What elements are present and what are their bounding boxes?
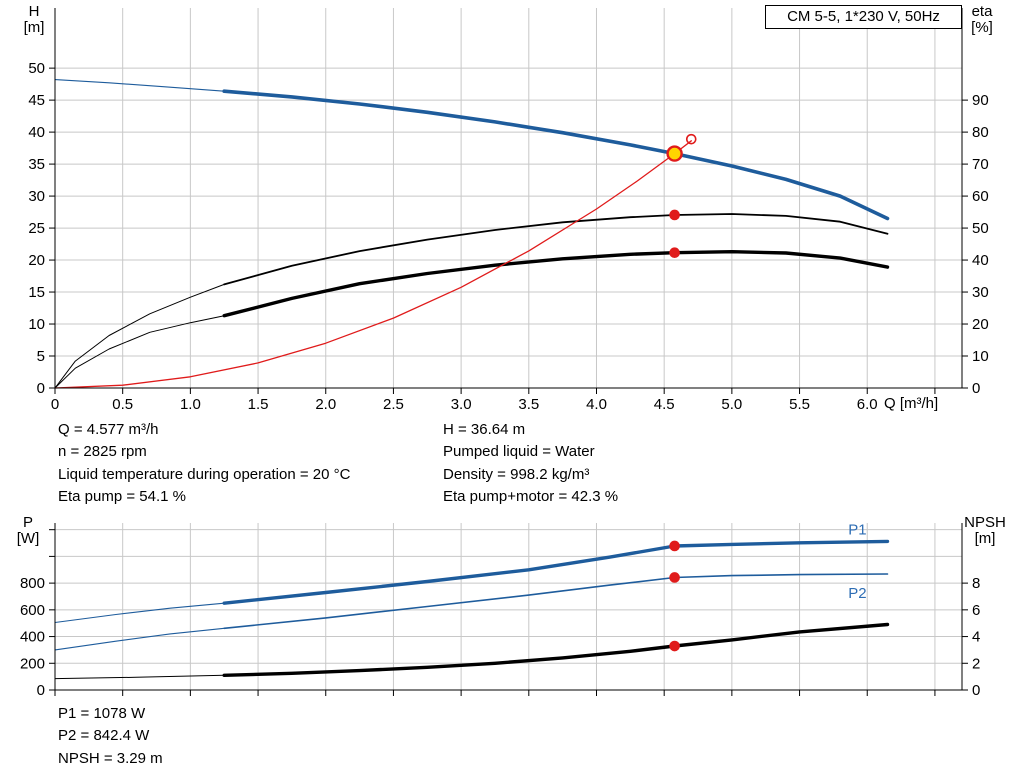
y-left-tick-label: 0 xyxy=(37,380,45,397)
duty-point[interactable] xyxy=(666,145,683,162)
y-left-tick-label: 35 xyxy=(28,156,45,173)
y-right-tick-label: 8 xyxy=(972,575,980,592)
y-left-tick-label: 10 xyxy=(28,316,45,333)
y-left-tick-label: 40 xyxy=(28,124,45,141)
y-left-tick-label: 400 xyxy=(20,629,45,646)
tick-labels: 0 5 10 15 20 25 30 35 40 45 50 0 10 20 30 40 50 60 70 80 90 0… xyxy=(28,60,988,413)
eta-pump-curve-lead xyxy=(54,283,225,389)
y-right-tick-label: 20 xyxy=(972,316,989,333)
requested-point xyxy=(685,133,697,145)
y-left-tick-label: 20 xyxy=(28,252,45,269)
npsh-axis-label: NPSH [m] xyxy=(964,514,1006,547)
p1-curve-label: P1 xyxy=(848,521,866,538)
y-left-tick-label: 5 xyxy=(37,348,45,365)
y-right-tick-label: 30 xyxy=(972,284,989,301)
eta-axis-label: eta [%] xyxy=(971,3,993,36)
y-left-tick-label: 15 xyxy=(28,284,45,301)
npsh-curve-lead xyxy=(54,674,225,680)
axes xyxy=(49,8,968,394)
y-left-tick-label: 200 xyxy=(20,655,45,672)
h-axis-label: H [m] xyxy=(23,3,45,36)
p1-curve xyxy=(222,539,890,605)
x-tick-label: 4.0 xyxy=(586,396,607,413)
eta-pump-motor-point xyxy=(669,247,680,258)
q-axis-label: Q [m³/h] xyxy=(884,395,939,412)
y-left-tick-label: 25 xyxy=(28,220,45,237)
pump-curve xyxy=(222,89,890,221)
p2-curve-label: P2 xyxy=(848,585,866,602)
p2-curve-lead xyxy=(54,627,225,651)
x-tick-label: 3.5 xyxy=(518,396,539,413)
y-right-tick-label: 6 xyxy=(972,602,980,619)
x-tick-label: 5.5 xyxy=(789,396,810,413)
gridlines xyxy=(55,8,962,388)
x-tick-label: 5.0 xyxy=(721,396,742,413)
y-right-tick-label: 90 xyxy=(972,92,989,109)
operating-data-left: Q = 4.577 m³/h n = 2825 rpm Liquid tempe… xyxy=(58,421,351,506)
y-right-tick-label: 80 xyxy=(972,124,989,141)
p1-curve-lead xyxy=(54,602,225,624)
y-right-tick-label: 0 xyxy=(972,380,980,397)
y-left-tick-label: 45 xyxy=(28,92,45,109)
pump-model-box: CM 5-5, 1*230 V, 50Hz xyxy=(765,5,962,29)
system-curve xyxy=(54,140,692,389)
y-right-tick-label: 50 xyxy=(972,220,989,237)
y-right-tick-label: 2 xyxy=(972,655,980,672)
y-right-tick-label: 40 xyxy=(972,252,989,269)
eta-pump-point xyxy=(669,209,680,221)
tick-labels: 0 200 400 600 800 0 2 4 6 8 xyxy=(20,575,980,699)
x-tick-label: 3.0 xyxy=(451,396,472,413)
power-npsh-data: P1 = 1078 W P2 = 842.4 W NPSH = 3.29 m xyxy=(58,705,163,767)
x-tick-label: 2.0 xyxy=(315,396,336,413)
y-left-tick-label: 30 xyxy=(28,188,45,205)
y-right-tick-label: 60 xyxy=(972,188,989,205)
p2-curve xyxy=(223,573,889,630)
eta-pump-curve xyxy=(223,213,889,286)
x-tick-label: 1.0 xyxy=(180,396,201,413)
y-left-tick-label: 800 xyxy=(20,575,45,592)
x-tick-label: 0.5 xyxy=(112,396,133,413)
x-tick-label: 1.5 xyxy=(248,396,269,413)
y-left-tick-label: 600 xyxy=(20,602,45,619)
p2-point xyxy=(669,572,680,583)
y-left-tick-label: 0 xyxy=(37,682,45,699)
y-right-tick-label: 4 xyxy=(972,629,980,646)
npsh-curve xyxy=(222,622,890,677)
p1-point xyxy=(669,540,680,552)
p-axis-label: P [W] xyxy=(16,514,40,547)
x-tick-label: 0 xyxy=(51,396,59,413)
y-right-tick-label: 10 xyxy=(972,348,989,365)
axes xyxy=(49,523,968,696)
y-left-tick-label: 50 xyxy=(28,60,45,77)
x-tick-label: 6.0 xyxy=(857,396,878,413)
eta-pump-motor-curve-lead xyxy=(54,315,225,389)
x-tick-label: 4.5 xyxy=(654,396,675,413)
x-tick-label: 2.5 xyxy=(383,396,404,413)
pump-curve-lead xyxy=(54,79,225,92)
operating-data-right: H = 36.64 m Pumped liquid = Water Densit… xyxy=(443,421,619,506)
y-right-tick-label: 70 xyxy=(972,156,989,173)
eta-pump-motor-curve xyxy=(222,249,890,318)
y-right-tick-label: 0 xyxy=(972,682,980,699)
npsh-point xyxy=(669,640,680,652)
